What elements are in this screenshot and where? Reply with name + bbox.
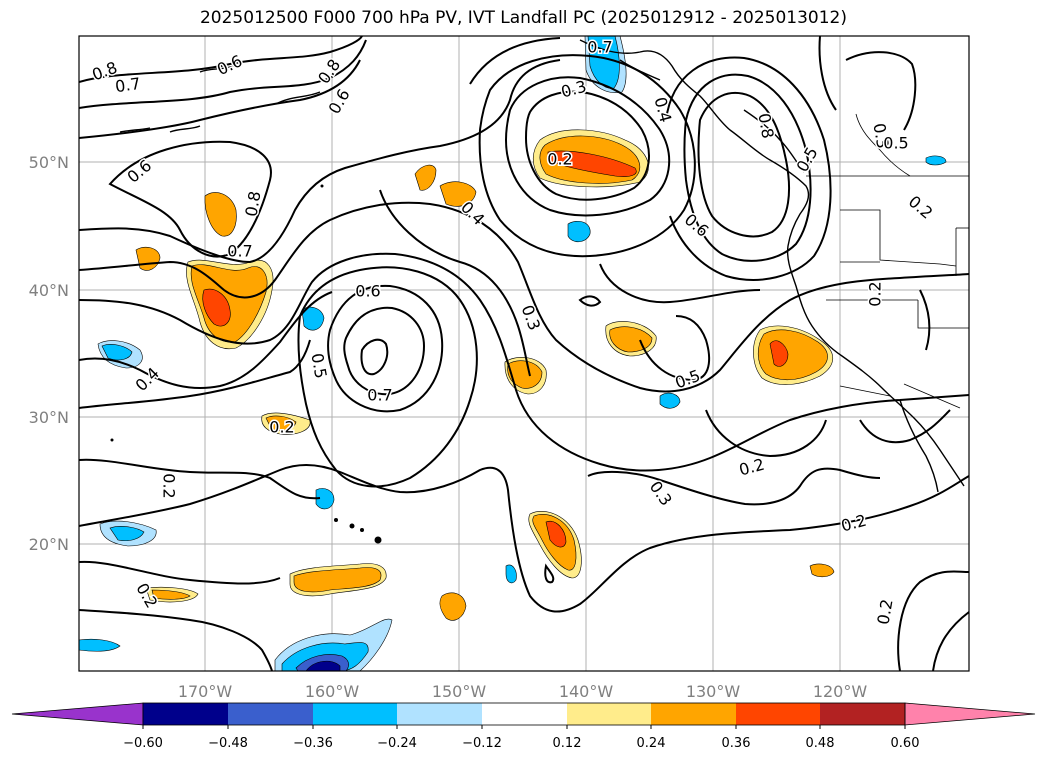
colorbar-tick: 0.48 bbox=[806, 736, 835, 751]
lon-axis: 170°W 160°W 150°W 140°W 130°W 120°W bbox=[178, 682, 868, 701]
map-area bbox=[79, 36, 969, 671]
colorbar-extend-max bbox=[904, 702, 1036, 726]
contour-label: 0.7 bbox=[367, 386, 392, 405]
borders bbox=[806, 113, 969, 409]
lon-tick: 120°W bbox=[813, 682, 868, 701]
colorbar-swatch bbox=[482, 703, 567, 725]
coastline bbox=[119, 39, 965, 493]
lat-tick: 30°N bbox=[29, 408, 69, 427]
lon-tick: 140°W bbox=[559, 682, 614, 701]
hawaiian-islands bbox=[110, 184, 382, 544]
contour-label: 0.3 bbox=[869, 122, 892, 150]
colorbar-swatch bbox=[736, 703, 820, 725]
colorbar-tick: −0.60 bbox=[123, 736, 163, 751]
contour-label: 0.2 bbox=[160, 473, 179, 498]
colorbar-swatch bbox=[228, 703, 313, 725]
colorbar-extend-min bbox=[11, 702, 144, 726]
lon-tick: 130°W bbox=[686, 682, 741, 701]
ivt-shading bbox=[79, 36, 947, 671]
map-border bbox=[78, 35, 970, 672]
contour-label: 0.2 bbox=[873, 598, 896, 626]
map-title: 2025012500 F000 700 hPa PV, IVT Landfall… bbox=[199, 8, 847, 28]
colorbar-tick: 0.36 bbox=[722, 736, 751, 751]
lon-tick: 170°W bbox=[178, 682, 233, 701]
contour-label: 0.2 bbox=[269, 418, 294, 437]
lat-tick: 20°N bbox=[29, 535, 69, 554]
contour-label: 0.2 bbox=[547, 150, 572, 169]
gridlines bbox=[79, 36, 969, 671]
colorbar: −0.60 −0.48 −0.36 −0.24 −0.12 0.12 0.24 … bbox=[11, 702, 1036, 751]
colorbar-tick: −0.36 bbox=[293, 736, 333, 751]
colorbar-tick: −0.12 bbox=[462, 736, 502, 751]
lon-tick: 150°W bbox=[432, 682, 487, 701]
contour-label: 0.5 bbox=[883, 134, 908, 153]
lat-axis: 50°N 40°N 30°N 20°N bbox=[29, 153, 69, 554]
contour-label: 0.7 bbox=[587, 38, 612, 57]
lat-tick: 40°N bbox=[29, 281, 69, 300]
colorbar-swatch bbox=[143, 703, 228, 725]
contour-label: 0.7 bbox=[114, 74, 142, 96]
contour-label: 0.8 bbox=[754, 112, 777, 140]
contour-label: 0.6 bbox=[355, 282, 380, 301]
pv-contours bbox=[79, 36, 969, 671]
colorbar-tick: −0.24 bbox=[377, 736, 417, 751]
contour-label: 0.5 bbox=[307, 352, 330, 380]
contour-label: 0.7 bbox=[227, 242, 252, 261]
lon-tick: 160°W bbox=[305, 682, 360, 701]
colorbar-tick: −0.48 bbox=[208, 736, 248, 751]
colorbar-swatch bbox=[313, 703, 397, 725]
colorbar-tick: 0.60 bbox=[891, 736, 920, 751]
colorbar-swatch bbox=[397, 703, 482, 725]
colorbar-swatch bbox=[651, 703, 736, 725]
contour-label: 0.2 bbox=[866, 281, 885, 306]
colorbar-tick: 0.12 bbox=[553, 736, 582, 751]
colorbar-tick: 0.24 bbox=[637, 736, 666, 751]
colorbar-swatch bbox=[567, 703, 651, 725]
colorbar-swatch bbox=[820, 703, 905, 725]
lat-tick: 50°N bbox=[29, 153, 69, 172]
